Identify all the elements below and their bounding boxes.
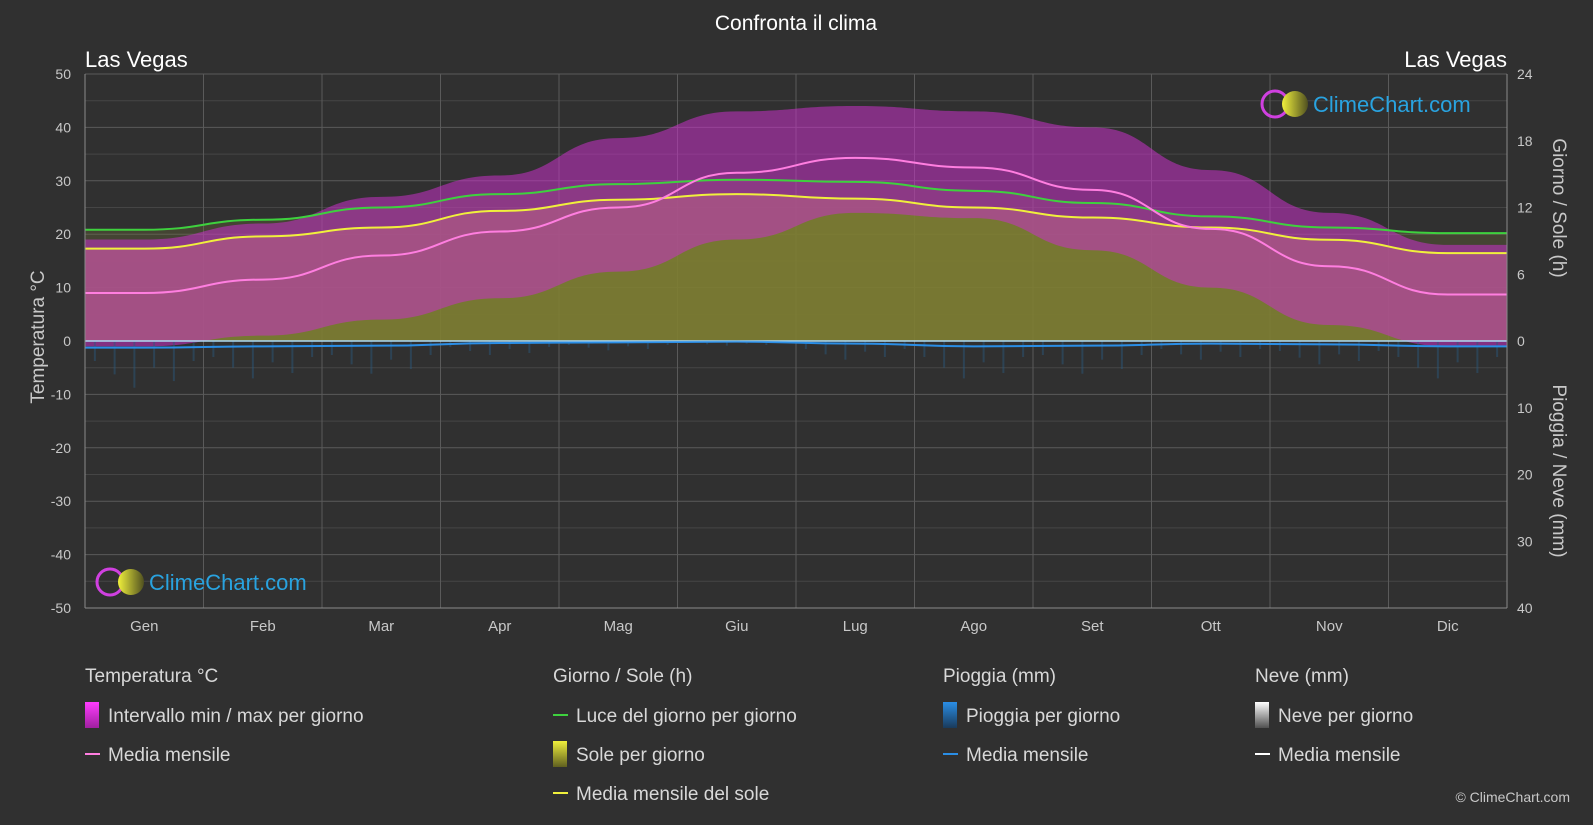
y-right-top-tick-label: 6 [1517, 266, 1525, 282]
y-right-bottom-tick-label: 30 [1517, 533, 1533, 549]
legend: Temperatura °C Intervallo min / max per … [85, 666, 1413, 805]
y-left-tick-label: 40 [55, 119, 71, 135]
logo-bottom[interactable]: ClimeChart.com [95, 567, 307, 597]
y-axis-right-ticks: 24 18 12 6 0 10 20 30 40 [1517, 66, 1533, 616]
month-label: Lug [843, 618, 868, 635]
temperature-mean-line [84, 156, 1507, 296]
logo-sun-icon [118, 569, 144, 595]
y-left-tick-label: -20 [51, 440, 71, 456]
month-label: Ago [960, 618, 987, 635]
legend-snow: Neve (mm) Neve per giorno Media mensile [1255, 666, 1413, 766]
y-axis-right-bottom-label: Pioggia / Neve (mm) [1548, 384, 1569, 557]
x-axis-month-labels: Gen Feb Mar Apr Mag Giu Lug Ago Set Ott Nov Dic [130, 618, 1459, 635]
y-left-tick-label: 20 [55, 226, 71, 242]
y-right-top-tick-label: 0 [1517, 333, 1525, 349]
y-left-tick-label: 50 [55, 66, 71, 82]
legend-rain: Pioggia (mm) Pioggia per giorno Media me… [943, 666, 1120, 766]
month-label: Mag [604, 618, 633, 635]
legend-rain-label: Pioggia per giorno [966, 706, 1120, 727]
city-right: Las Vegas [1404, 47, 1507, 72]
month-label: Feb [250, 618, 276, 635]
legend-snow-heading: Neve (mm) [1255, 666, 1349, 687]
y-right-top-tick-label: 18 [1517, 133, 1533, 149]
logo-top[interactable]: ClimeChart.com [1260, 89, 1471, 119]
y-left-tick-label: 0 [63, 333, 71, 349]
legend-temp-mean-label: Media mensile [108, 745, 231, 766]
copyright[interactable]: © ClimeChart.com [1455, 789, 1570, 805]
month-label: Ott [1201, 618, 1222, 635]
daylight-line [84, 178, 1507, 235]
y-left-tick-label: -50 [51, 600, 71, 616]
legend-rain-heading: Pioggia (mm) [943, 666, 1056, 687]
y-right-bottom-tick-label: 20 [1517, 467, 1533, 483]
month-label: Mar [368, 618, 394, 635]
month-label: Nov [1316, 618, 1343, 635]
legend-rain-swatch [943, 702, 957, 728]
month-label: Giu [725, 618, 748, 635]
y-left-tick-label: -30 [51, 493, 71, 509]
y-right-bottom-tick-label: 40 [1517, 600, 1533, 616]
y-right-bottom-tick-label: 10 [1517, 400, 1533, 416]
legend-temp-heading: Temperatura °C [85, 666, 218, 687]
city-left: Las Vegas [85, 47, 188, 72]
plot-area [84, 74, 1508, 609]
legend-daylight-label: Luce del giorno per giorno [576, 706, 797, 727]
legend-snow-mean-label: Media mensile [1278, 745, 1401, 766]
legend-rain-mean-label: Media mensile [966, 745, 1089, 766]
legend-temp: Temperatura °C Intervallo min / max per … [85, 666, 364, 766]
y-axis-left-ticks: 50 40 30 20 10 0 -10 -20 -30 -40 -50 [51, 66, 71, 616]
legend-sun-mean-label: Media mensile del sole [576, 784, 769, 805]
legend-snow-label: Neve per giorno [1278, 706, 1413, 727]
legend-sunshine-label: Sole per giorno [576, 745, 705, 766]
month-label: Dic [1437, 618, 1459, 635]
legend-temp-range-swatch [85, 702, 99, 728]
y-left-tick-label: 30 [55, 173, 71, 189]
legend-sun: Giorno / Sole (h) Luce del giorno per gi… [553, 666, 797, 805]
rain-mean-line [85, 340, 1507, 349]
logo-text-bottom: ClimeChart.com [149, 570, 307, 595]
y-axis-right-top-label: Giorno / Sole (h) [1548, 138, 1569, 277]
y-left-tick-label: 10 [55, 280, 71, 296]
legend-sun-heading: Giorno / Sole (h) [553, 666, 692, 687]
y-left-tick-label: -10 [51, 386, 71, 402]
chart-title: Confronta il clima [715, 12, 878, 35]
month-label: Apr [488, 618, 511, 635]
legend-sunshine-swatch [553, 741, 567, 767]
temperature-range-band [85, 106, 1507, 347]
month-label: Gen [130, 618, 158, 635]
logo-text-top: ClimeChart.com [1313, 92, 1471, 117]
y-right-top-tick-label: 24 [1517, 66, 1533, 82]
legend-snow-swatch [1255, 702, 1269, 728]
y-axis-left-label: Temperatura °C [28, 270, 49, 403]
y-left-tick-label: -40 [51, 547, 71, 563]
legend-temp-range-label: Intervallo min / max per giorno [108, 706, 364, 727]
logo-sun-icon [1282, 91, 1308, 117]
month-label: Set [1081, 618, 1104, 635]
y-right-top-tick-label: 12 [1517, 200, 1533, 216]
sunshine-mean-line [84, 193, 1507, 255]
